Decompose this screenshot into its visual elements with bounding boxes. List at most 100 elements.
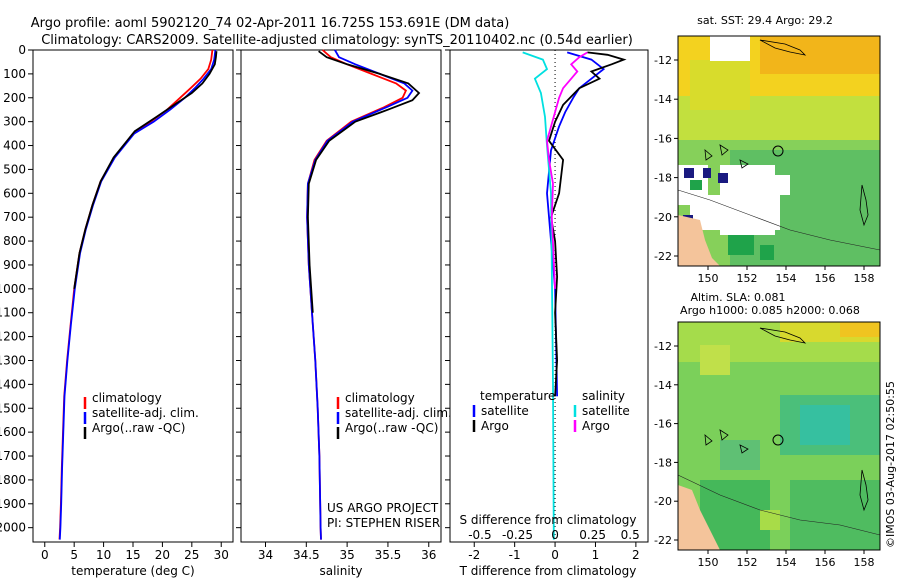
- lat-tick-label: -16: [654, 132, 672, 145]
- depth-tick-label: 1500: [0, 401, 26, 415]
- credit-project: US ARGO PROJECT: [327, 501, 439, 515]
- imos-timestamp: ©IMOS 03-Aug-2017 02:50:55: [884, 381, 897, 548]
- legend-climatology-label: climatology: [345, 391, 415, 405]
- lat-tick-label: -18: [654, 172, 672, 185]
- lon-tick-label: 152: [737, 556, 758, 569]
- sal-xtick-label: 34: [258, 548, 273, 562]
- depth-tick-label: 2000: [0, 521, 26, 535]
- legend-background: [474, 387, 548, 401]
- s-diff-tick-label: -0.25: [502, 528, 533, 542]
- lon-tick-label: 154: [776, 556, 797, 569]
- figure-title-line1: Argo profile: aoml 5902120_74 02-Apr-201…: [31, 16, 510, 31]
- t-diff-tick-label: 0: [551, 548, 559, 562]
- lat-tick-label: -16: [654, 418, 672, 431]
- lon-tick-label: 150: [698, 556, 719, 569]
- sla-map-panel: Altim. SLA: 0.081 Argo h1000: 0.085 h200…: [654, 291, 897, 569]
- legend-t-satellite-label: satellite: [481, 404, 529, 418]
- lat-tick-label: -12: [654, 54, 672, 67]
- sal-xtick-label: 35.5: [375, 548, 402, 562]
- legend-temperature-title: temperature: [480, 389, 555, 403]
- temperature-legend: climatology satellite-adj. clim. Argo(..…: [83, 391, 199, 439]
- legend-climatology-label: climatology: [92, 391, 162, 405]
- temp-xtick-label: 30: [214, 548, 229, 562]
- depth-tick-label: 700: [3, 210, 26, 224]
- temp-xtick-label: 10: [96, 548, 111, 562]
- t-diff-tick-label: -1: [509, 548, 521, 562]
- sla-map-title2: Argo h1000: 0.085 h2000: 0.068: [680, 304, 860, 317]
- depth-tick-label: 1400: [0, 377, 26, 391]
- series-line-temperature-argo: [548, 51, 627, 397]
- lat-tick-label: -14: [654, 93, 672, 106]
- sla-map-image: [677, 322, 881, 550]
- depth-tick-label: 100: [3, 67, 26, 81]
- temperature-xlabel: temperature (deg C): [71, 564, 194, 578]
- legend-argo-label: Argo(..raw -QC): [345, 421, 438, 435]
- lon-tick-label: 156: [815, 272, 836, 285]
- t-difference-xlabel: T difference from climatology: [459, 564, 637, 578]
- salinity-legend: climatology satellite-adj. clim. Argo(..…: [336, 391, 452, 439]
- difference-panel: -2 -1 0 1 2 -0.5 -0.25 0 0.25 0.5 S difference f…: [445, 49, 649, 578]
- lat-tick-label: -18: [654, 456, 672, 469]
- sal-xtick-label: 34.5: [293, 548, 320, 562]
- depth-tick-label: 900: [3, 258, 26, 272]
- series-line-argo-raw-qc-: [73, 51, 218, 289]
- depth-tick-label: 500: [3, 162, 26, 176]
- sla-map-title1: Altim. SLA: 0.081: [690, 291, 785, 304]
- depth-tick-label: 1200: [0, 330, 26, 344]
- depth-tick-label: 400: [3, 139, 26, 153]
- legend-t-argo-label: Argo: [481, 419, 509, 433]
- t-diff-tick-label: 1: [592, 548, 600, 562]
- depth-tick-label: 800: [3, 234, 26, 248]
- difference-axes-frame: [449, 49, 649, 543]
- s-diff-tick-label: 0.25: [579, 528, 606, 542]
- lon-tick-label: 158: [854, 556, 875, 569]
- lat-tick-label: -14: [654, 379, 672, 392]
- series-line-salinity-satellite: [522, 51, 555, 540]
- depth-tick-label: 300: [3, 115, 26, 129]
- depth-tick-label: 200: [3, 91, 26, 105]
- lon-tick-label: 158: [854, 272, 875, 285]
- temperature-panel: 0 5 10 15 20 25 30 0 100 200 300 400 500 600 700 800 90…: [0, 43, 234, 578]
- legend-s-satellite-label: satellite: [582, 404, 630, 418]
- sst-map-title: sat. SST: 29.4 Argo: 29.2: [697, 14, 833, 27]
- figure-title-line2: Climatology: CARS2009. Satellite-adjuste…: [41, 33, 633, 48]
- legend-argo-label: Argo(..raw -QC): [92, 421, 185, 435]
- lon-tick-label: 150: [698, 272, 719, 285]
- t-diff-tick-label: 2: [632, 548, 640, 562]
- sal-xtick-label: 36: [421, 548, 436, 562]
- lat-tick-label: -20: [654, 495, 672, 508]
- series-line-salinity-argo: [546, 51, 588, 289]
- legend-satellite-label: satellite-adj. clim.: [92, 406, 199, 420]
- temperature-axes-frame: [32, 49, 234, 543]
- temp-xtick-label: 0: [41, 548, 49, 562]
- depth-tick-label: 1600: [0, 425, 26, 439]
- s-diff-tick-label: 0: [551, 528, 559, 542]
- temp-xtick-label: 20: [155, 548, 170, 562]
- depth-tick-label: 1700: [0, 449, 26, 463]
- sst-map-image: [677, 36, 881, 266]
- sst-map-panel: sat. SST: 29.4 Argo: 29.2: [654, 14, 881, 285]
- salinity-xlabel: salinity: [319, 564, 362, 578]
- depth-tick-label: 1000: [0, 282, 26, 296]
- sal-xtick-label: 35: [339, 548, 354, 562]
- temp-xtick-label: 25: [184, 548, 199, 562]
- lon-tick-label: 152: [737, 272, 758, 285]
- salinity-axes-frame: [240, 49, 442, 543]
- lat-tick-label: -12: [654, 340, 672, 353]
- lon-tick-label: 156: [815, 556, 836, 569]
- series-line-argo-raw-qc-: [306, 50, 421, 313]
- s-difference-label: S difference from climatology: [460, 513, 637, 527]
- depth-tick-label: 1900: [0, 497, 26, 511]
- s-diff-tick-label: -0.5: [468, 528, 491, 542]
- lon-tick-label: 154: [776, 272, 797, 285]
- temp-xtick-label: 15: [125, 548, 140, 562]
- difference-legend: temperature satellite Argo salinity sate…: [472, 387, 630, 433]
- depth-tick-label: 1300: [0, 353, 26, 367]
- s-diff-tick-label: 0.5: [621, 528, 640, 542]
- lat-tick-label: -20: [654, 211, 672, 224]
- lat-tick-label: -22: [654, 250, 672, 263]
- lat-tick-label: -22: [654, 534, 672, 547]
- t-diff-tick-label: -2: [468, 548, 480, 562]
- credit-pi: PI: STEPHEN RISER: [327, 516, 440, 530]
- depth-tick-label: 600: [3, 186, 26, 200]
